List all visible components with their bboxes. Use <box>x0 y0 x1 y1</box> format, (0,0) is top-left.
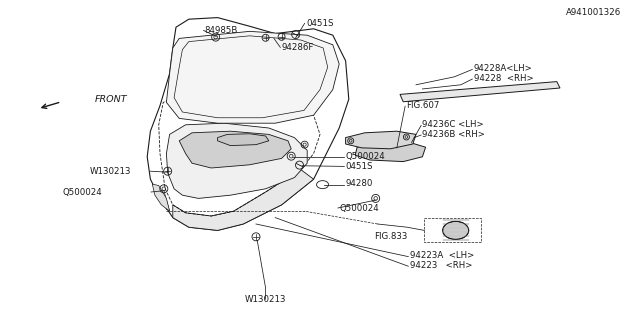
Text: 94236C <LH>: 94236C <LH> <box>422 120 484 129</box>
Polygon shape <box>400 82 560 102</box>
Text: Q500024: Q500024 <box>339 204 379 212</box>
Text: 94223   <RH>: 94223 <RH> <box>410 261 472 270</box>
Text: A941001326: A941001326 <box>566 8 621 17</box>
Text: 94228  <RH>: 94228 <RH> <box>474 74 533 83</box>
Text: 84985B: 84985B <box>205 26 238 35</box>
Text: 94223A  <LH>: 94223A <LH> <box>410 252 474 260</box>
Polygon shape <box>218 134 269 146</box>
Polygon shape <box>179 131 291 168</box>
Text: 0451S: 0451S <box>306 19 333 28</box>
Text: 94228A<LH>: 94228A<LH> <box>474 64 532 73</box>
Polygon shape <box>173 170 314 230</box>
Text: FRONT: FRONT <box>95 95 127 104</box>
Text: Q500024: Q500024 <box>63 188 102 196</box>
Ellipse shape <box>443 221 468 239</box>
Text: FIG.607: FIG.607 <box>406 101 440 110</box>
Text: W130213: W130213 <box>245 295 286 304</box>
Text: 0451S: 0451S <box>346 162 373 171</box>
Text: W130213: W130213 <box>90 167 131 176</box>
Text: 94280: 94280 <box>346 180 373 188</box>
Polygon shape <box>346 131 416 149</box>
Text: 94286F: 94286F <box>282 43 314 52</box>
Polygon shape <box>355 142 426 162</box>
Polygon shape <box>166 31 339 123</box>
Polygon shape <box>166 123 307 198</box>
Text: 94236B <RH>: 94236B <RH> <box>422 130 485 139</box>
Polygon shape <box>152 184 170 211</box>
Text: FIG.833: FIG.833 <box>374 232 408 241</box>
Text: Q500024: Q500024 <box>346 152 385 161</box>
Polygon shape <box>147 18 349 230</box>
